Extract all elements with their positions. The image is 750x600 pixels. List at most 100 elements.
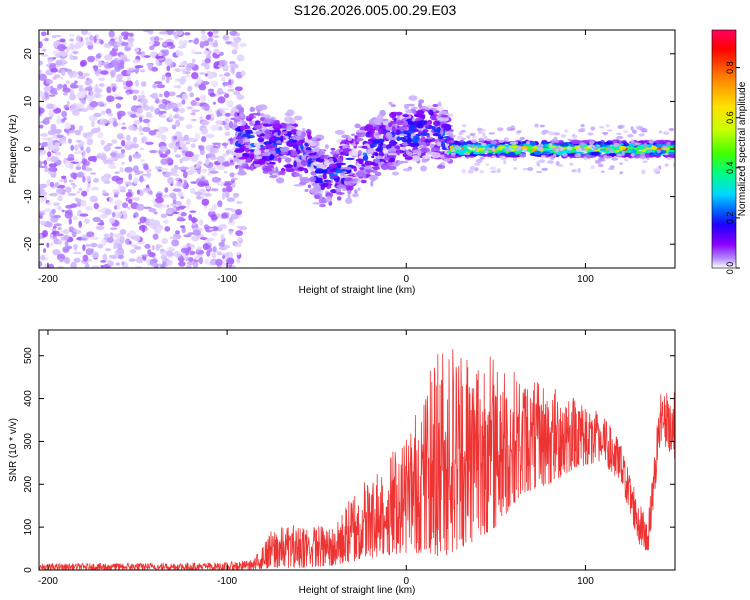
spectrogram-cell — [272, 121, 280, 125]
spectrogram-cell — [118, 35, 122, 43]
spectrogram-cell — [149, 45, 155, 51]
spectrogram-cell — [91, 251, 100, 259]
spectrogram-cell — [562, 152, 568, 157]
spectrogram-y-tick-label: -20 — [23, 237, 34, 252]
spectrogram-cell — [167, 102, 173, 110]
spectrogram-cell — [149, 94, 157, 98]
spectrogram-cell — [500, 157, 507, 161]
spectrogram-cell — [229, 137, 233, 145]
spectrogram-cell — [45, 221, 53, 228]
spectrogram-cell — [39, 73, 47, 81]
spectrogram-cell — [133, 234, 141, 242]
spectrogram-cell — [336, 157, 343, 163]
spectrogram-cell — [389, 157, 396, 163]
spectrogram-cell — [374, 175, 379, 180]
spectrogram-cell — [186, 169, 195, 175]
spectrogram-cell — [233, 91, 241, 96]
spectrogram-cell — [41, 48, 47, 52]
spectrogram-cell — [341, 134, 350, 139]
spectrogram-cell — [596, 144, 601, 147]
spectrogram-cell — [646, 157, 650, 160]
spectrogram-cell — [211, 232, 218, 237]
spectrogram-cell — [105, 61, 109, 65]
snr-y-tick-label: 400 — [23, 390, 34, 407]
spectrogram-cell — [190, 187, 196, 195]
colorbar-tick-label: 0.2 — [725, 212, 735, 225]
spectrogram-cell — [621, 151, 625, 157]
spectrogram-cell — [199, 72, 206, 75]
spectrogram-cell — [189, 92, 195, 98]
spectrogram-cell — [129, 249, 137, 254]
spectrogram-cell — [95, 73, 100, 77]
spectrogram-cell — [114, 146, 123, 150]
spectrogram-cell — [212, 30, 219, 35]
spectrogram-cell — [158, 110, 167, 114]
spectrogram-cell — [76, 202, 82, 207]
spectrogram-cell — [103, 233, 110, 238]
spectrogram-cell — [527, 167, 534, 171]
spectrogram-cell — [239, 112, 245, 119]
spectrogram-cell — [170, 102, 178, 109]
spectrogram-cell — [39, 212, 44, 216]
spectrogram-cell — [47, 151, 52, 158]
spectrogram-cell — [132, 95, 138, 101]
spectrogram-cell — [213, 48, 220, 54]
spectrogram-cell — [485, 150, 489, 154]
spectrogram-cell — [627, 134, 634, 138]
snr-x-tick-label: 0 — [403, 576, 409, 587]
spectrogram-cell — [420, 165, 427, 172]
spectrogram-cell — [68, 217, 73, 225]
spectrogram-cell — [155, 59, 160, 67]
spectrogram-cell — [72, 173, 77, 180]
spectrogram-cell — [541, 130, 547, 136]
spectrogram-cell — [136, 51, 143, 55]
spectrogram-cell — [78, 84, 84, 93]
spectrogram-cell — [185, 141, 190, 145]
spectrogram-cell — [41, 191, 48, 196]
spectrogram-cell — [675, 154, 682, 158]
spectrogram-cell — [590, 165, 595, 169]
spectrogram-cell — [435, 106, 444, 112]
spectrogram-cell — [206, 185, 211, 190]
spectrogram-cell — [170, 167, 176, 173]
spectrogram-cell — [193, 38, 199, 45]
spectrogram-cell — [128, 32, 134, 37]
spectrogram-cell — [67, 138, 72, 144]
spectrogram-cell — [71, 70, 78, 78]
spectrogram-cell — [198, 78, 202, 85]
spectrogram-cell — [124, 33, 129, 38]
spectrogram-cell — [163, 219, 169, 224]
spectrogram-cell — [195, 195, 202, 200]
spectrogram-cell — [143, 164, 149, 170]
spectrogram-cell — [195, 97, 200, 101]
spectrogram-cell — [238, 143, 242, 148]
spectrogram-cell — [395, 120, 405, 126]
spectrogram-cell — [156, 84, 166, 89]
spectrogram-cell — [280, 135, 284, 143]
spectrogram-cell — [257, 137, 265, 143]
spectrogram-cell — [114, 96, 124, 100]
spectrogram-cell — [321, 182, 328, 188]
spectrogram-cell — [162, 257, 167, 263]
spectrogram-cell — [175, 50, 184, 57]
spectrogram-cell — [97, 131, 104, 139]
spectrogram-cell — [67, 192, 77, 197]
spectrogram-cell — [406, 137, 412, 144]
spectrogram-cell — [44, 165, 48, 173]
spectrogram-cell — [153, 211, 158, 215]
spectrogram-cell — [42, 230, 48, 238]
spectrogram-cell — [364, 165, 373, 170]
spectrogram-cell — [64, 240, 69, 247]
spectrogram-cell — [175, 230, 180, 235]
spectrogram-cell — [354, 123, 361, 129]
spectrogram-cell — [116, 211, 123, 218]
spectrogram-cell — [141, 254, 149, 257]
spectrogram-cell — [132, 136, 138, 144]
spectrogram-cell — [397, 126, 408, 131]
spectrogram-cell — [89, 100, 99, 108]
spectrogram-cell — [318, 197, 328, 204]
spectrogram-cell — [89, 34, 94, 42]
spectrogram-cell — [222, 153, 229, 157]
spectrogram-cell — [616, 132, 622, 136]
spectrogram-cell — [188, 250, 196, 256]
